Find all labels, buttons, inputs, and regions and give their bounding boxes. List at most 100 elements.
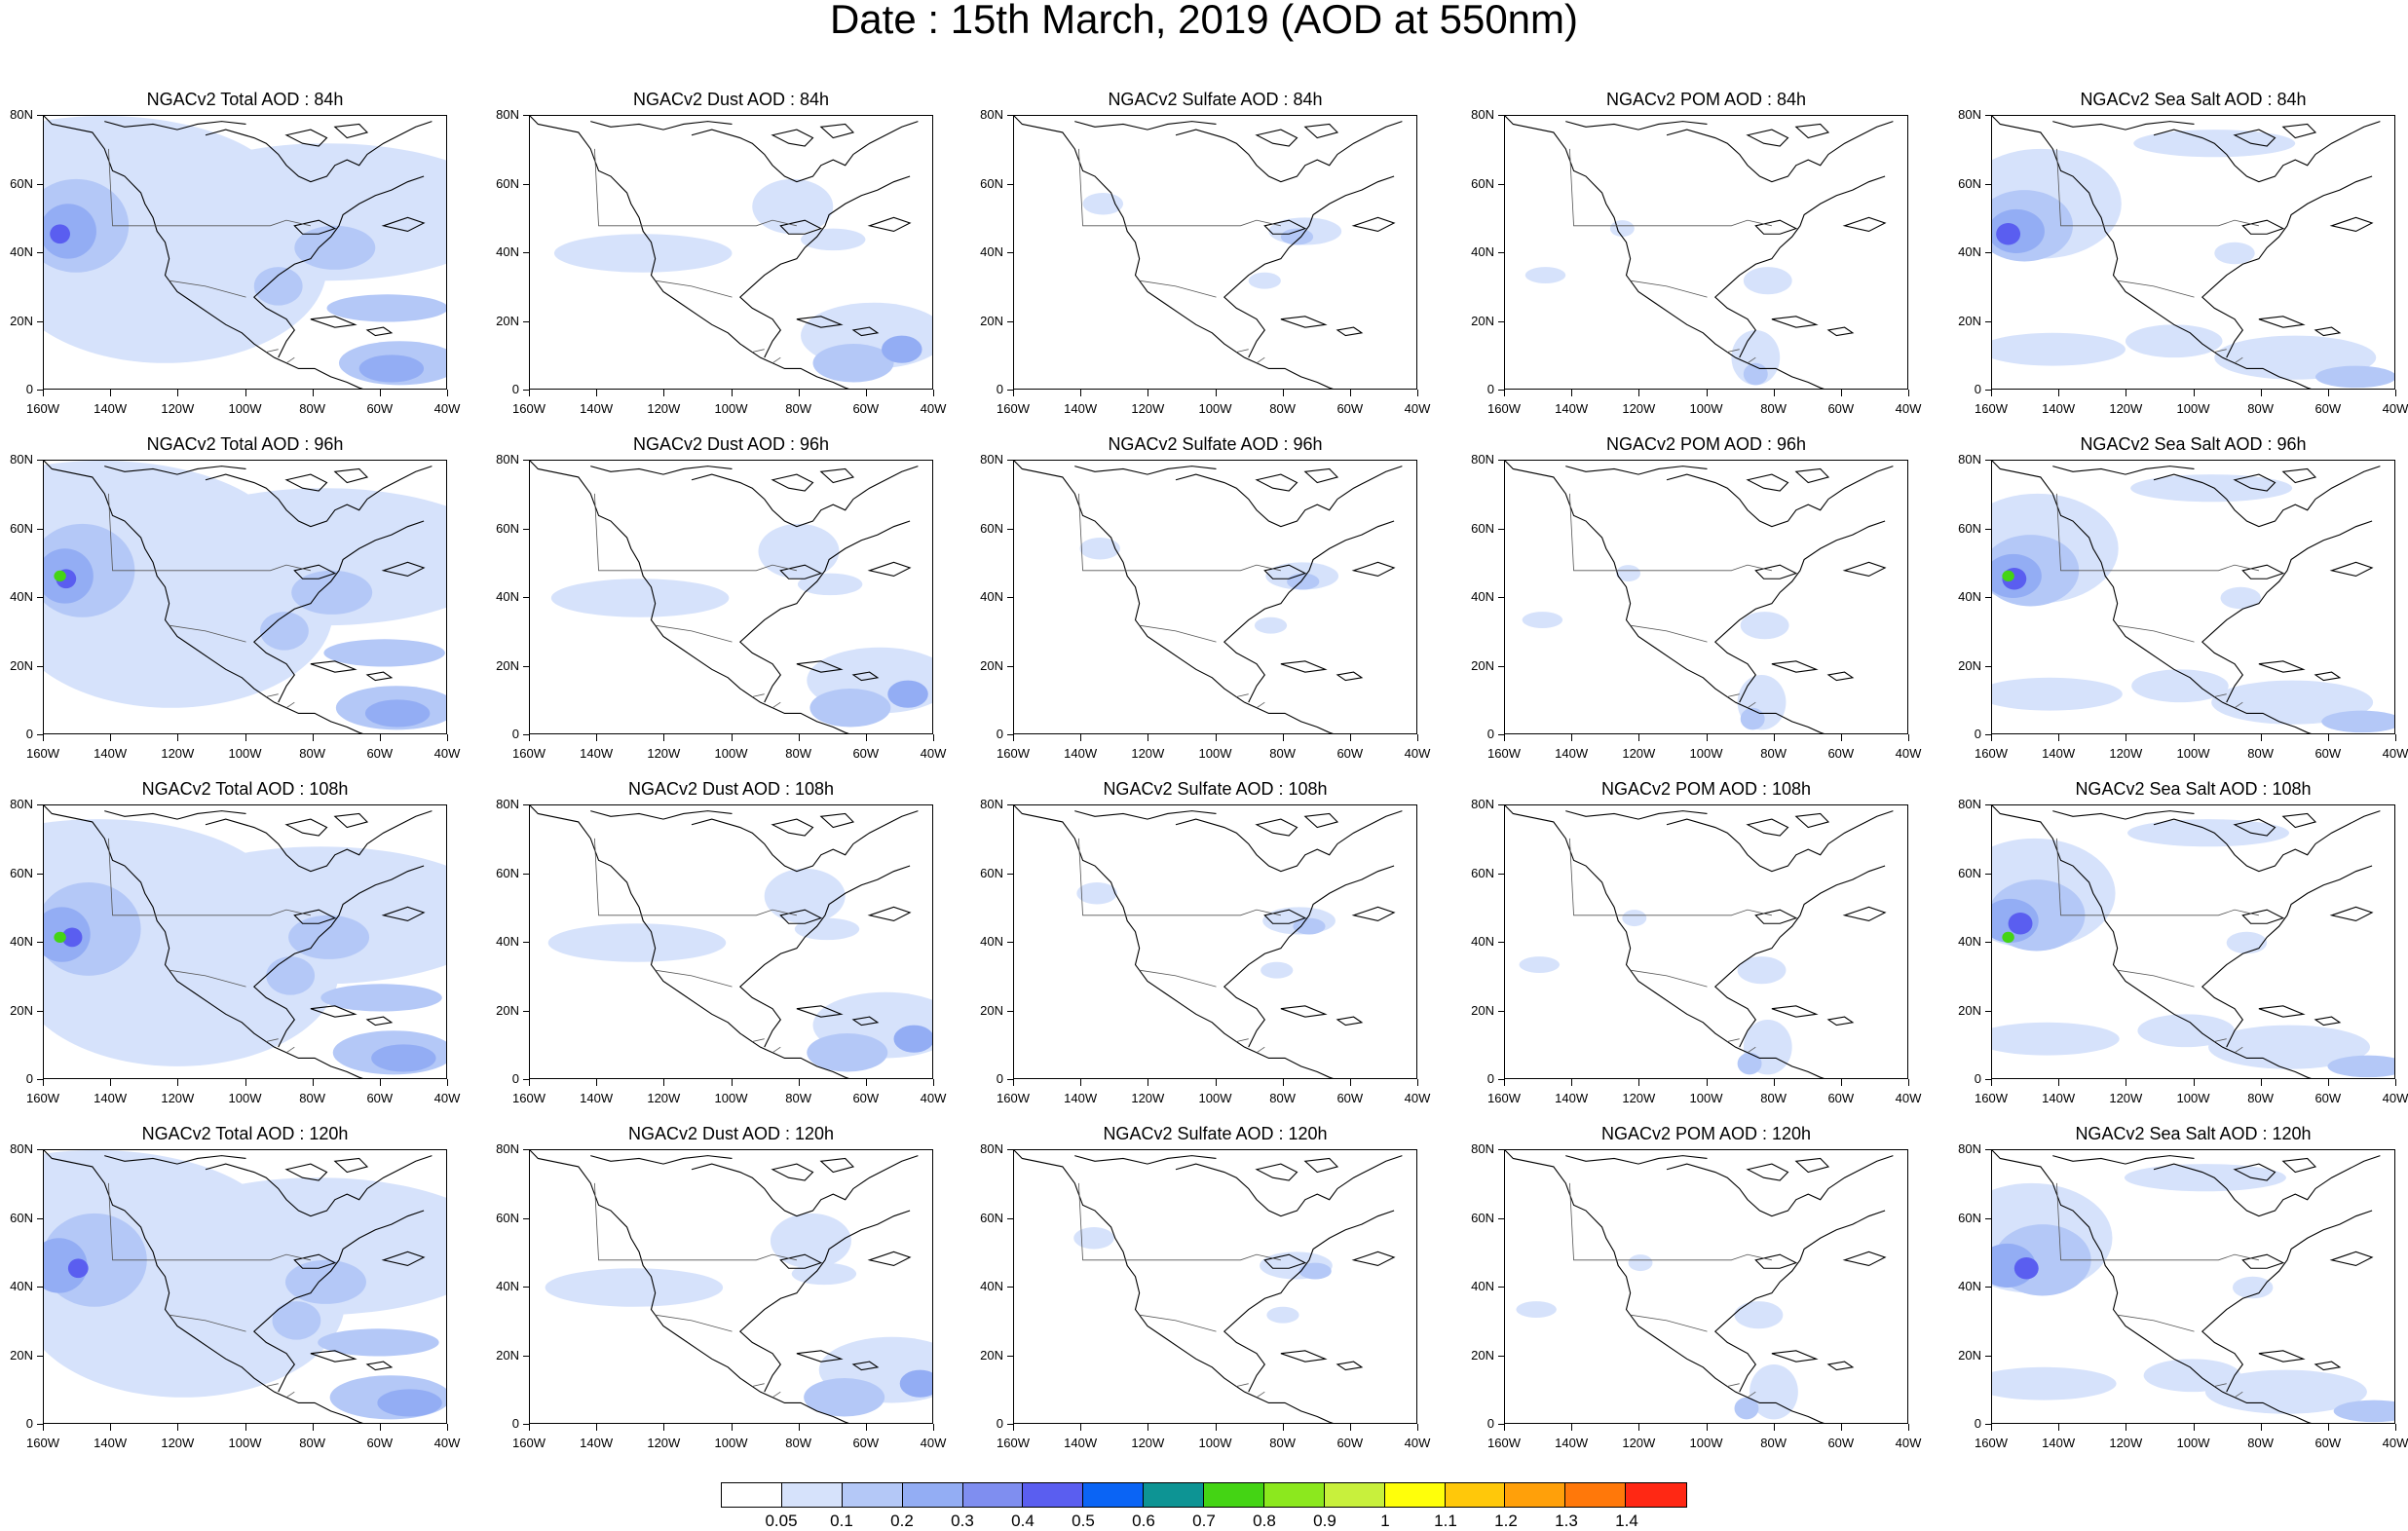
colorbar-label: 0.8 <box>1253 1512 1276 1530</box>
lon-label: 80W <box>299 746 326 761</box>
coastline <box>1337 1017 1362 1025</box>
political-border <box>752 350 764 353</box>
lon-tick <box>596 1424 598 1431</box>
coastline <box>1667 811 1893 872</box>
lon-label: 80W <box>2247 401 2275 416</box>
lon-label: 100W <box>1689 746 1723 761</box>
lon-label: 160W <box>997 401 1030 416</box>
lon-tick <box>1840 734 1842 741</box>
aod-region <box>50 224 70 244</box>
lat-label: 20N <box>1471 657 1494 673</box>
lon-label: 60W <box>1827 1436 1855 1450</box>
coastline <box>1755 910 1796 923</box>
coastline <box>1224 521 1394 702</box>
lat-label: 60N <box>1958 520 1981 536</box>
lat-label: 40N <box>1958 1279 1981 1293</box>
coastline <box>367 327 392 335</box>
lon-label: 140W <box>2042 1436 2076 1450</box>
lon-tick <box>1504 1424 1505 1431</box>
lon-label: 160W <box>26 1436 59 1450</box>
lat-tick <box>37 1149 43 1150</box>
lat-tick <box>1985 115 1991 116</box>
coastline <box>1667 467 1893 527</box>
coastline <box>772 474 813 491</box>
coastline <box>1796 468 1828 482</box>
political-border <box>1257 1392 1264 1398</box>
lat-tick <box>1007 1010 1013 1012</box>
coastline <box>692 122 918 182</box>
colorbar-cell <box>1384 1483 1446 1507</box>
aod-region <box>893 1025 932 1053</box>
lat-label: 0 <box>511 382 519 396</box>
lat-tick <box>1498 1355 1504 1357</box>
coastline <box>590 811 732 819</box>
lat-tick <box>523 597 529 598</box>
lat-label: 20N <box>10 657 33 673</box>
lon-label: 140W <box>580 746 614 761</box>
coastline <box>2315 1362 2340 1369</box>
lat-tick <box>1007 1287 1013 1288</box>
aod-region <box>2124 1164 2286 1192</box>
political-border <box>2056 149 2259 226</box>
lat-label: 0 <box>1486 382 1494 396</box>
coastline <box>1565 467 1707 474</box>
aod-region <box>2232 1276 2274 1299</box>
aod-region <box>2321 710 2394 733</box>
political-border <box>169 625 246 642</box>
colorbar-cell <box>722 1483 782 1507</box>
lat-label: 0 <box>511 1071 519 1086</box>
coastline <box>254 1211 424 1392</box>
lat-label: 40N <box>1471 244 1494 259</box>
lon-label: 100W <box>1689 1436 1723 1450</box>
lat-tick <box>1498 390 1504 391</box>
lon-tick <box>1349 1424 1351 1431</box>
lon-tick <box>1991 390 1992 396</box>
lon-label: 40W <box>920 1436 947 1450</box>
lon-label: 160W <box>1975 1091 2008 1105</box>
aod-peak <box>54 570 66 582</box>
coastline <box>1505 461 1828 734</box>
lon-label: 80W <box>1269 401 1297 416</box>
lat-label: 20N <box>496 657 519 673</box>
lon-label: 60W <box>1827 1091 1855 1105</box>
lat-label: 20N <box>496 1002 519 1018</box>
lat-label: 60N <box>496 1210 519 1225</box>
lon-tick <box>798 1079 800 1086</box>
political-border <box>594 839 797 915</box>
coastline <box>286 819 327 836</box>
lon-tick <box>731 1079 733 1086</box>
lat-tick <box>37 873 43 875</box>
lon-label: 140W <box>2042 1091 2076 1105</box>
lat-tick <box>1007 1079 1013 1080</box>
lat-label: 80N <box>980 452 1003 467</box>
coastline <box>2052 1156 2194 1164</box>
political-border <box>1569 839 1772 915</box>
coastline <box>1992 461 2315 734</box>
colorbar-cell <box>1263 1483 1325 1507</box>
lat-label: 80N <box>10 452 33 467</box>
lat-tick <box>523 665 529 667</box>
aod-region <box>1298 1262 1332 1280</box>
coastline <box>206 811 432 872</box>
lon-label: 160W <box>1975 746 2008 761</box>
coastline <box>530 805 853 1079</box>
lon-label: 100W <box>228 746 262 761</box>
lat-tick <box>1498 1010 1504 1012</box>
lon-tick <box>1706 1424 1708 1431</box>
lon-label: 60W <box>1336 1436 1364 1450</box>
lon-label: 140W <box>580 1436 614 1450</box>
lat-label: 60N <box>496 520 519 536</box>
lon-label: 60W <box>2314 746 2342 761</box>
lat-label: 80N <box>1471 797 1494 811</box>
coastline <box>2332 907 2373 920</box>
aod-region <box>1082 192 1124 215</box>
coastline <box>1224 866 1394 1047</box>
lon-tick <box>1638 734 1640 741</box>
lat-label: 0 <box>996 1071 1003 1086</box>
aod-region <box>323 639 445 667</box>
lat-label: 20N <box>1471 1347 1494 1363</box>
coastline <box>2242 910 2283 923</box>
map-frame <box>43 1149 447 1424</box>
lon-tick <box>1773 390 1775 396</box>
coastline <box>1845 217 1886 231</box>
